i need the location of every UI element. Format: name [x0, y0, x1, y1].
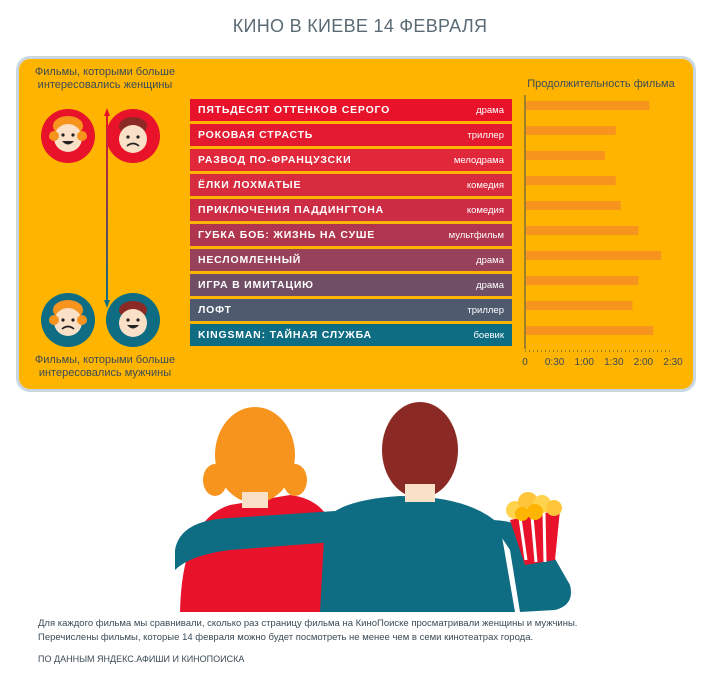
- footnote: Для каждого фильма мы сравнивали, скольк…: [38, 617, 698, 645]
- movie-title: НЕСЛОМЛЕННЫЙ: [198, 254, 302, 266]
- movie-title: KINGSMAN: ТАЙНАЯ СЛУЖБА: [198, 329, 372, 341]
- popcorn-icon: [506, 492, 562, 565]
- women-faces: [41, 109, 160, 163]
- x-tick-label: 2:00: [634, 357, 654, 368]
- women-caption: Фильмы, которыми больше интересовались ж…: [34, 66, 176, 91]
- x-tick-label: 1:00: [574, 357, 594, 368]
- movie-row: РАЗВОД ПО-ФРАНЦУЗСКИ мелодрама: [190, 149, 512, 171]
- duration-bar: [526, 226, 639, 235]
- movie-row: KINGSMAN: ТАЙНАЯ СЛУЖБА боевик: [190, 324, 512, 346]
- movie-genre: мелодрама: [453, 154, 504, 166]
- duration-bar: [526, 251, 662, 260]
- page-title: КИНО В КИЕВЕ 14 ФЕВРАЛЯ: [232, 16, 488, 36]
- woman-pigtail-right: [283, 464, 307, 496]
- duration-bar: [526, 301, 633, 310]
- movie-title: ПЯТЬДЕСЯТ ОТТЕНКОВ СЕРОГО: [198, 104, 391, 116]
- x-tick-label: 0:30: [545, 357, 565, 368]
- man-body: [320, 496, 515, 612]
- movie-title: РОКОВАЯ СТРАСТЬ: [198, 129, 314, 141]
- duration-bar: [526, 101, 650, 110]
- men-caption: Фильмы, которыми больше интересовались м…: [34, 354, 176, 379]
- movie-genre: драма: [476, 279, 504, 291]
- movie-title: ЁЛКИ ЛОХМАТЫЕ: [198, 179, 302, 191]
- movie-row: ПЯТЬДЕСЯТ ОТТЕНКОВ СЕРОГО драма: [190, 99, 512, 121]
- men-faces: [41, 293, 160, 347]
- x-tick-label: 2:30: [663, 357, 683, 368]
- woman-pigtail-left: [203, 464, 227, 496]
- sad-man-face-icon: [106, 109, 160, 163]
- duration-bar: [526, 151, 605, 160]
- x-tick-label: 0: [522, 357, 528, 368]
- movie-title: ЛОФТ: [198, 304, 232, 316]
- preference-arrow-icon: [104, 108, 110, 308]
- man-right-arm: [490, 520, 571, 612]
- movie-row: ЛОФТ триллер: [190, 299, 512, 321]
- man-arm: [175, 510, 360, 570]
- happy-man-face-icon: [106, 293, 160, 347]
- duration-bar-chart: 0 0:30 1:00 1:30 2:00 2:30: [522, 95, 683, 368]
- movie-genre: драма: [476, 254, 504, 266]
- movie-title: ИГРА В ИМИТАЦИЮ: [198, 279, 314, 291]
- movie-genre: боевик: [473, 329, 504, 341]
- movie-genre: триллер: [467, 129, 504, 141]
- happy-woman-face-icon: [41, 109, 95, 163]
- x-tick-label: 1:30: [604, 357, 624, 368]
- couple-illustration: [175, 402, 571, 612]
- movie-genre: драма: [476, 104, 504, 116]
- sad-woman-face-icon: [41, 293, 95, 347]
- chart-title: Продолжительность фильма: [527, 78, 675, 90]
- source-credit: ПО ДАННЫМ ЯНДЕКС.АФИШИ И КИНОПОИСКА: [38, 654, 245, 664]
- duration-bar: [526, 176, 616, 185]
- movie-genre: комедия: [466, 204, 504, 216]
- movie-genre: мультфильм: [448, 229, 504, 241]
- woman-hair: [215, 407, 295, 503]
- woman-neck: [242, 492, 268, 508]
- movie-row: ИГРА В ИМИТАЦИЮ драма: [190, 274, 512, 296]
- movie-row: ЁЛКИ ЛОХМАТЫЕ комедия: [190, 174, 512, 196]
- duration-bar: [526, 126, 616, 135]
- movie-row: ПРИКЛЮЧЕНИЯ ПАДДИНГТОНА комедия: [190, 199, 512, 221]
- duration-bar: [526, 201, 621, 210]
- footnote-line-1: Для каждого фильма мы сравнивали, скольк…: [38, 618, 578, 629]
- movie-genre: триллер: [467, 304, 504, 316]
- movie-row: РОКОВАЯ СТРАСТЬ триллер: [190, 124, 512, 146]
- man-hair: [382, 402, 458, 498]
- movie-row: ГУБКА БОБ: ЖИЗНЬ НА СУШЕ мультфильм: [190, 224, 512, 246]
- movie-title: РАЗВОД ПО-ФРАНЦУЗСКИ: [198, 154, 352, 166]
- man-neck: [405, 484, 435, 502]
- movie-title: ГУБКА БОБ: ЖИЗНЬ НА СУШЕ: [198, 229, 376, 241]
- duration-bar: [526, 276, 639, 285]
- footnote-line-2: Перечислены фильмы, которые 14 февраля м…: [38, 632, 534, 643]
- movie-genre: комедия: [466, 179, 504, 191]
- movie-row: НЕСЛОМЛЕННЫЙ драма: [190, 249, 512, 271]
- duration-bar: [526, 326, 654, 335]
- movie-title: ПРИКЛЮЧЕНИЯ ПАДДИНГТОНА: [198, 204, 384, 216]
